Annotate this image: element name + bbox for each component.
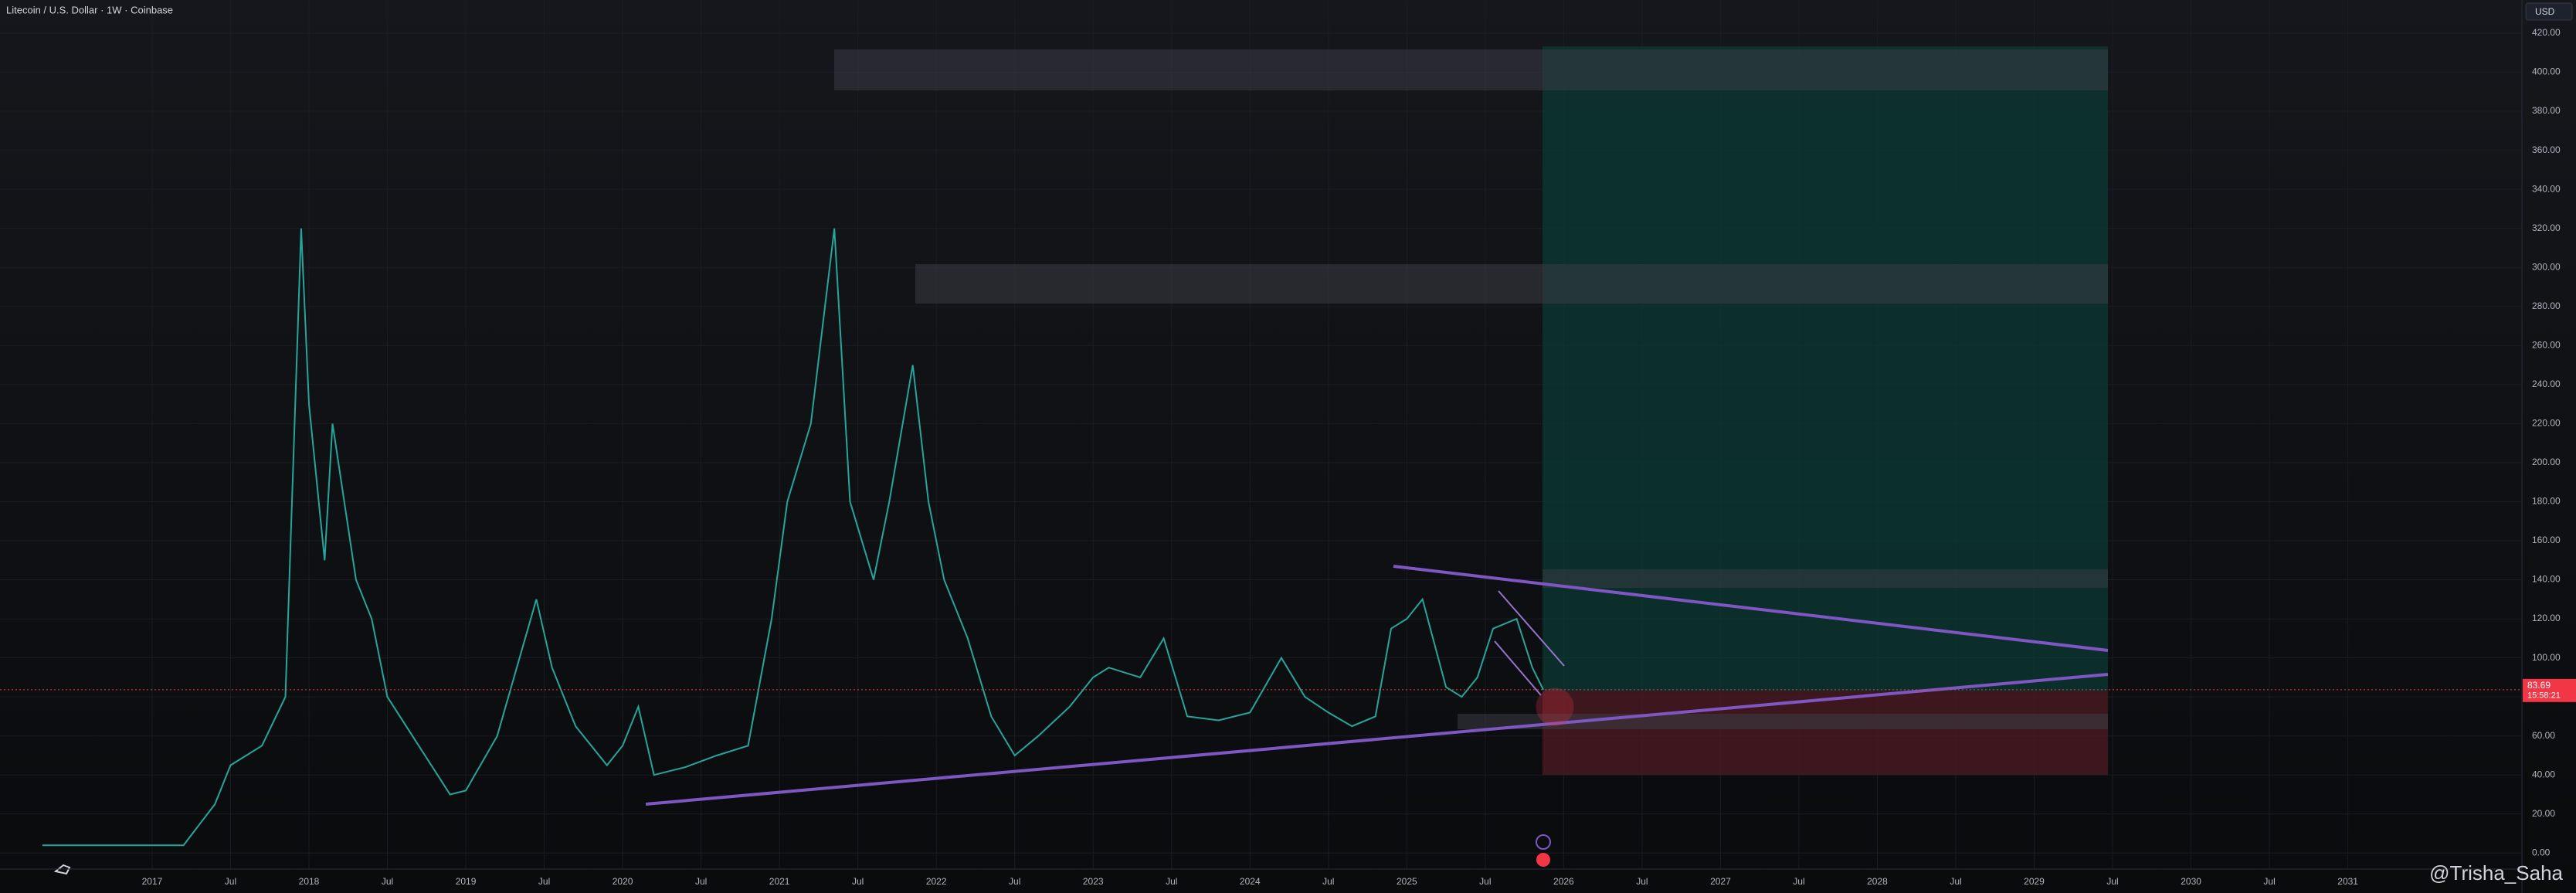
y-tick-label: 220.00 bbox=[2532, 418, 2561, 429]
x-tick-label: Jul bbox=[1322, 876, 1334, 887]
y-tick-label: 420.00 bbox=[2532, 27, 2561, 38]
currency-button[interactable] bbox=[2525, 2, 2573, 21]
event-icon[interactable] bbox=[1536, 834, 1551, 850]
x-tick-label: Jul bbox=[1793, 876, 1804, 887]
x-tick-label: 2024 bbox=[1240, 876, 1261, 887]
x-tick-label: 2021 bbox=[769, 876, 790, 887]
price-series bbox=[42, 228, 1544, 847]
x-tick-label: 2017 bbox=[142, 876, 163, 887]
y-tick-label: 0.00 bbox=[2532, 847, 2551, 857]
last-price-box bbox=[2523, 678, 2576, 702]
x-tick-label: Jul bbox=[1950, 876, 1961, 887]
x-tick-label: Jul bbox=[2263, 876, 2275, 887]
x-tick-label: Jul bbox=[1636, 876, 1648, 887]
x-tick-label: 2026 bbox=[1553, 876, 1574, 887]
x-tick-label: Jul bbox=[1166, 876, 1177, 887]
y-tick-label: 360.00 bbox=[2532, 144, 2561, 155]
x-tick-label: 2030 bbox=[2181, 876, 2201, 887]
x-tick-label: Jul bbox=[225, 876, 236, 887]
y-tick-label: 280.00 bbox=[2532, 300, 2561, 311]
countdown-label: 15:58:21 bbox=[2527, 691, 2561, 701]
logo bbox=[53, 864, 71, 875]
x-tick-label: 2018 bbox=[299, 876, 320, 887]
x-tick-label: 2031 bbox=[2337, 876, 2358, 887]
x-tick-label: 2025 bbox=[1397, 876, 1417, 887]
y-tick-label: 160.00 bbox=[2532, 535, 2561, 545]
y-tick-label: 140.00 bbox=[2532, 574, 2561, 585]
last-price-label: 83.69 bbox=[2527, 680, 2551, 691]
channel-line bbox=[1494, 640, 1542, 696]
y-tick-label: 40.00 bbox=[2532, 769, 2555, 779]
y-tick-label: 240.00 bbox=[2532, 379, 2561, 389]
y-tick-label: 20.00 bbox=[2532, 808, 2555, 819]
y-tick-label: 340.00 bbox=[2532, 183, 2561, 194]
channel-line bbox=[1498, 590, 1565, 667]
y-tick-label: 380.00 bbox=[2532, 105, 2561, 116]
axes: 0.0020.0040.0060.0080.00100.00120.00140.… bbox=[142, 27, 2561, 887]
x-tick-label: Jul bbox=[852, 876, 864, 887]
x-tick-label: 2023 bbox=[1083, 876, 1104, 887]
y-tick-label: 100.00 bbox=[2532, 652, 2561, 663]
stop-zone bbox=[1543, 691, 2108, 775]
event-icon[interactable] bbox=[1536, 853, 1550, 867]
x-tick-label: 2019 bbox=[456, 876, 477, 887]
x-tick-label: 2028 bbox=[1867, 876, 1888, 887]
x-tick-label: 2022 bbox=[926, 876, 947, 887]
x-tick-label: Jul bbox=[695, 876, 707, 887]
trendline bbox=[1393, 565, 2109, 652]
chart-title: Litecoin / U.S. Dollar · 1W · Coinbase bbox=[6, 4, 173, 15]
x-tick-label: 2020 bbox=[613, 876, 633, 887]
trendline bbox=[645, 673, 2109, 806]
resistance-zone bbox=[834, 49, 2108, 90]
x-tick-label: Jul bbox=[538, 876, 550, 887]
x-tick-label: 2027 bbox=[1710, 876, 1731, 887]
x-tick-label: Jul bbox=[1479, 876, 1491, 887]
y-tick-label: 320.00 bbox=[2532, 222, 2561, 233]
x-tick-label: Jul bbox=[382, 876, 393, 887]
resistance-zone bbox=[915, 264, 2108, 304]
currency-label[interactable]: USD bbox=[2535, 6, 2555, 17]
x-tick-label: Jul bbox=[2106, 876, 2118, 887]
signal-icon bbox=[1536, 688, 1574, 726]
x-tick-label: Jul bbox=[1009, 876, 1020, 887]
y-tick-label: 260.00 bbox=[2532, 339, 2561, 350]
y-tick-label: 400.00 bbox=[2532, 66, 2561, 77]
price-line bbox=[42, 228, 1544, 847]
x-tick-label: 2029 bbox=[2024, 876, 2045, 887]
y-tick-label: 200.00 bbox=[2532, 457, 2561, 467]
y-tick-label: 60.00 bbox=[2532, 730, 2555, 741]
y-tick-label: 300.00 bbox=[2532, 261, 2561, 272]
y-tick-label: 180.00 bbox=[2532, 496, 2561, 507]
resistance-zone bbox=[1543, 569, 2108, 588]
y-tick-label: 120.00 bbox=[2532, 613, 2561, 623]
watermark: @Trisha_Saha bbox=[2429, 861, 2563, 885]
